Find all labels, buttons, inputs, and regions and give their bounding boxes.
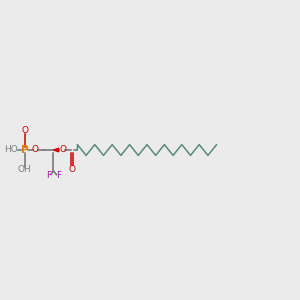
Text: P: P [21, 145, 28, 155]
Text: O: O [21, 126, 28, 135]
Text: F: F [46, 171, 52, 180]
Text: OH: OH [18, 165, 32, 174]
Polygon shape [53, 148, 59, 152]
Text: HO: HO [4, 146, 18, 154]
Text: O: O [68, 165, 76, 174]
Text: O: O [32, 146, 39, 154]
Text: F: F [56, 171, 61, 180]
Text: O: O [59, 146, 67, 154]
